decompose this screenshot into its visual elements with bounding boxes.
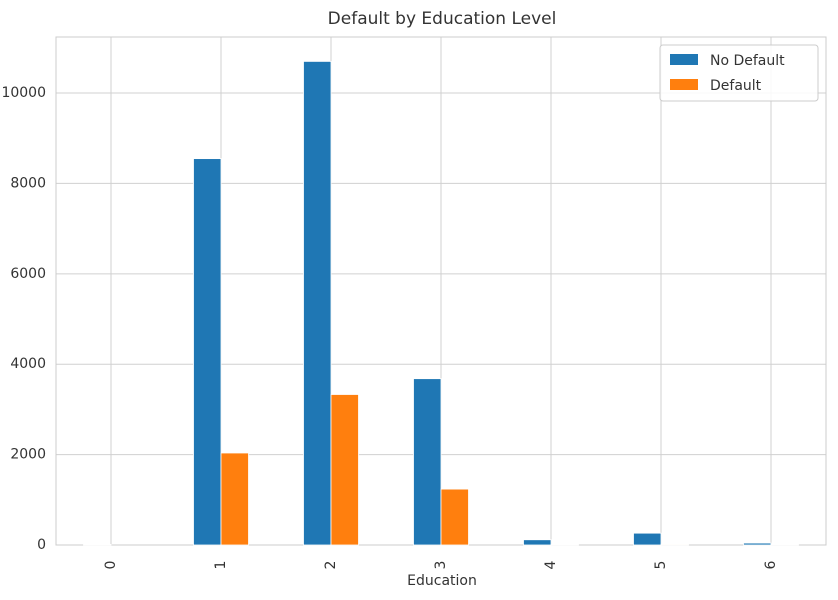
chart-title: Default by Education Level <box>328 9 557 29</box>
bar <box>660 543 689 546</box>
y-tick-label: 6000 <box>10 266 46 282</box>
y-tick-label: 10000 <box>1 85 46 101</box>
legend-swatch <box>670 79 698 90</box>
y-tick-label: 2000 <box>10 447 46 463</box>
x-tick-label: 4 <box>543 560 559 569</box>
x-tick-label: 2 <box>323 561 339 570</box>
bar <box>330 394 359 546</box>
y-tick-label: 4000 <box>10 356 46 372</box>
bar <box>440 488 469 546</box>
y-tick-label: 8000 <box>10 175 46 191</box>
bar <box>193 158 222 546</box>
bar <box>743 542 772 546</box>
x-tick-label: 1 <box>213 561 229 570</box>
legend-label: Default <box>710 78 762 94</box>
x-tick-label: 6 <box>763 560 779 569</box>
legend-label: No Default <box>710 53 785 69</box>
x-tick-label: 5 <box>653 561 669 570</box>
bar <box>523 539 552 546</box>
x-axis-label: Education <box>407 573 477 589</box>
bar <box>633 532 662 546</box>
x-tick-label: 0 <box>103 561 119 570</box>
bar <box>220 452 249 546</box>
x-tick-label: 3 <box>433 561 449 570</box>
bar <box>413 378 442 546</box>
legend-swatch <box>670 54 698 65</box>
bar <box>83 543 112 546</box>
legend-box <box>659 44 819 102</box>
y-tick-label: 0 <box>37 537 46 553</box>
bar <box>303 61 332 546</box>
